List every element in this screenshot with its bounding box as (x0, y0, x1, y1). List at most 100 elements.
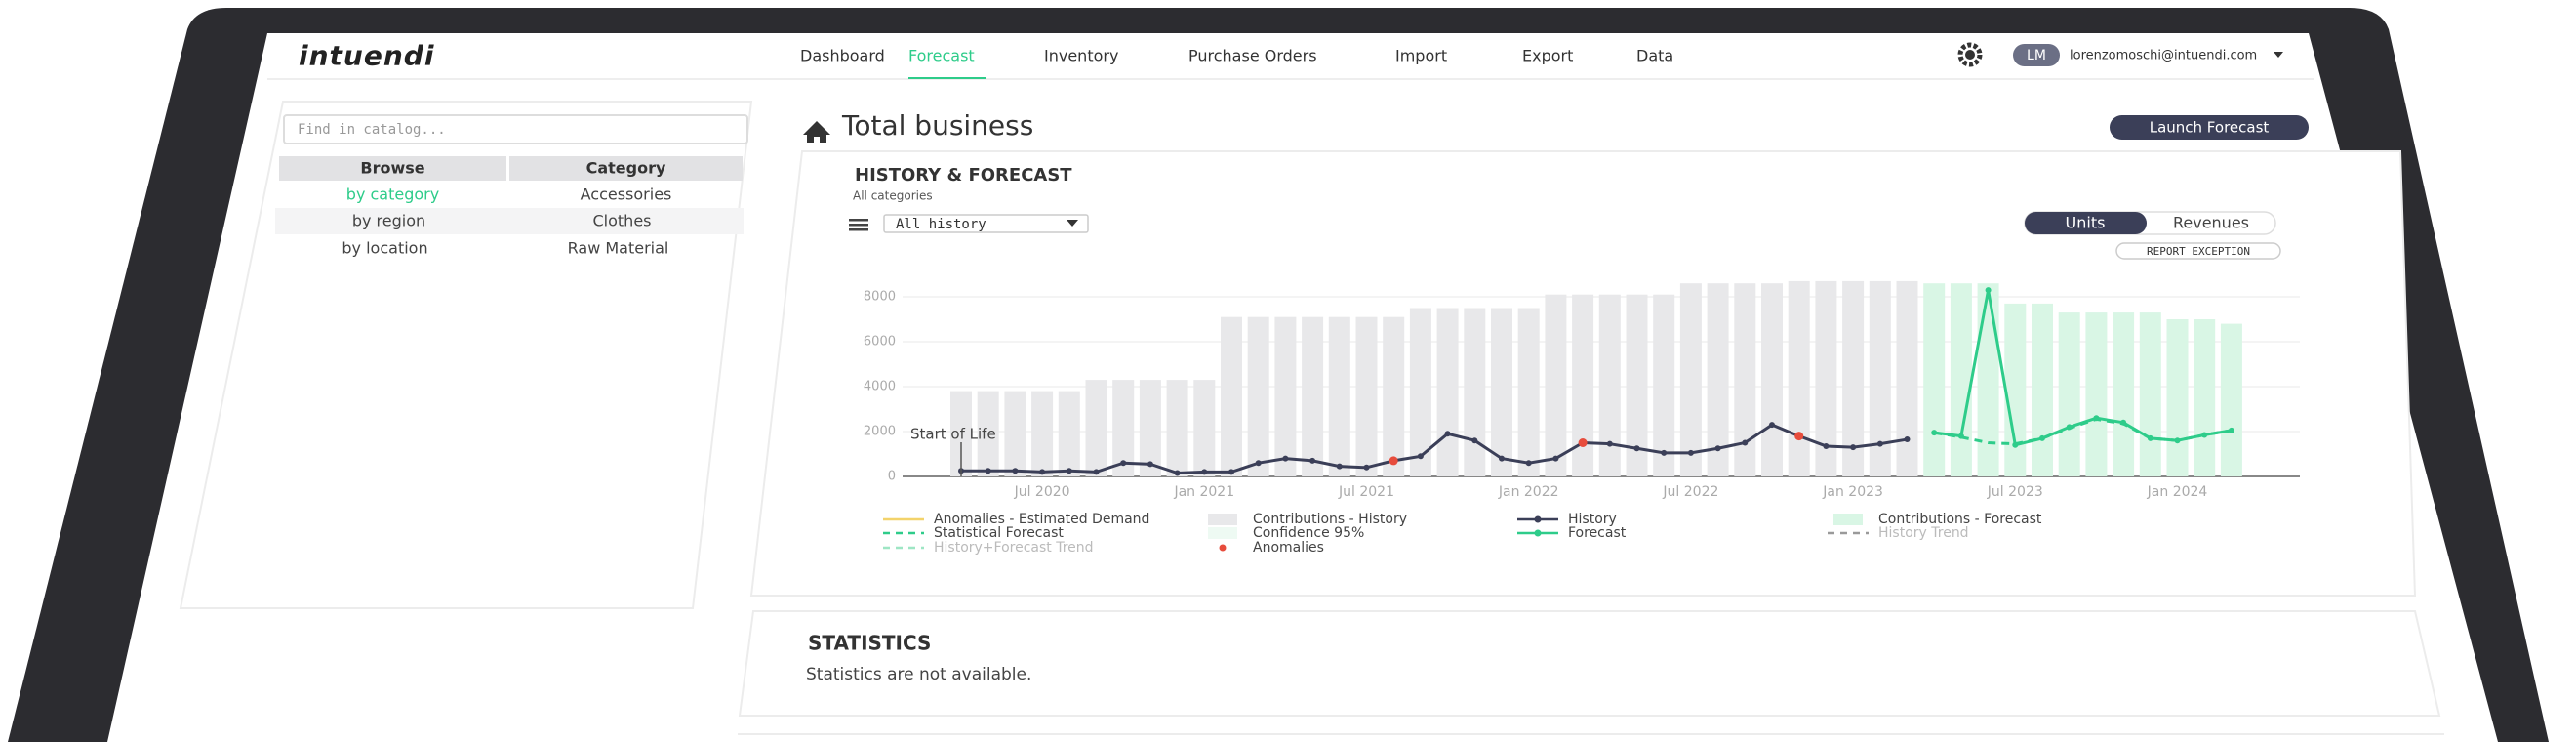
sidebar-cell[interactable]: by category (345, 185, 440, 204)
bar (1328, 316, 1350, 476)
point (1687, 449, 1694, 456)
nav-item[interactable]: Forecast (908, 46, 975, 65)
point (1417, 453, 1424, 460)
point (1606, 440, 1613, 447)
point (2039, 434, 2045, 441)
report-button[interactable] (2115, 242, 2281, 260)
point (1174, 470, 1181, 476)
y-tick-label: 0 (888, 470, 896, 484)
bar (1221, 316, 1242, 476)
statistics-card (738, 610, 2441, 717)
legend-symbol (1219, 544, 1227, 552)
column-header[interactable]: Browse (360, 158, 425, 178)
bar (1707, 283, 1729, 476)
search-placeholder[interactable]: Find in catalog... (298, 122, 446, 138)
launch-label[interactable]: Launch Forecast (2150, 119, 2270, 137)
point (1228, 469, 1234, 475)
dropdown[interactable] (883, 214, 1089, 233)
sidebar-cell[interactable]: Accessories (580, 185, 672, 204)
legend-label: History Trend (1878, 525, 1969, 541)
nav-item[interactable]: Import (1395, 46, 1448, 65)
list-icon (849, 219, 868, 231)
sidebar-cell[interactable]: by region (351, 211, 426, 230)
user-email[interactable]: lorenzomoschi@intuendi.com (2070, 48, 2258, 63)
legend-symbol (1833, 514, 1863, 525)
bar (1788, 280, 1810, 476)
point (1661, 449, 1668, 456)
point (1336, 463, 1343, 470)
point (1363, 464, 1370, 471)
y-tick-label: 4000 (864, 380, 896, 394)
bar (1679, 283, 1702, 476)
nav-item[interactable]: Export (1522, 46, 1574, 65)
header-cell (279, 156, 506, 181)
bar (2166, 319, 2189, 476)
nav-item[interactable]: Purchase Orders (1188, 46, 1317, 65)
legend-dot (1534, 515, 1542, 523)
column-header[interactable]: Category (585, 158, 666, 178)
search-box (283, 114, 748, 144)
toggle-option[interactable]: Revenues (2173, 214, 2249, 232)
sidebar-cell[interactable]: by location (342, 238, 428, 258)
dropdown-value[interactable]: All history (896, 217, 986, 232)
bar (1302, 316, 1324, 476)
bar (977, 391, 999, 476)
x-tick-label: Jul 2021 (1338, 484, 1394, 500)
gear-icon[interactable] (1957, 42, 1983, 67)
bar (1923, 283, 1946, 476)
bar (1653, 294, 1675, 476)
anomaly (1578, 438, 1588, 447)
line (1934, 289, 2233, 447)
toggle-active (2025, 212, 2147, 234)
nav-item[interactable]: Inventory (1044, 46, 1119, 65)
sidebar-cell[interactable]: Clothes (592, 211, 652, 230)
row-stripe (275, 208, 744, 234)
bar (1842, 280, 1865, 476)
point (1633, 445, 1640, 452)
point (2228, 427, 2234, 433)
statistics-message: Statistics are not available. (806, 665, 1031, 684)
avatar[interactable] (2013, 44, 2060, 66)
bar (2220, 323, 2242, 476)
bar (1896, 280, 1918, 476)
point (2147, 434, 2153, 441)
point (1120, 460, 1127, 467)
bar (1950, 283, 1972, 476)
point (2093, 415, 2100, 422)
point (1039, 469, 1046, 475)
bar (950, 391, 972, 476)
page-title: Total business (841, 109, 1033, 142)
point (2201, 432, 2208, 438)
point (1876, 440, 1883, 447)
nav-item[interactable]: Data (1636, 46, 1674, 65)
point (1499, 455, 1505, 462)
legend-label: Statistical Forecast (934, 525, 1064, 541)
gear-core (1965, 50, 1975, 60)
x-tick-label: Jan 2023 (1822, 484, 1883, 500)
legend-label: Contributions - History (1253, 512, 1407, 527)
logo[interactable]: intuendi (299, 39, 435, 72)
sidebar-cell[interactable]: Raw Material (567, 238, 669, 258)
bar (1058, 391, 1080, 476)
anomaly (1389, 456, 1398, 466)
report-label[interactable]: REPORT EXCEPTION (2147, 245, 2250, 258)
x-tick-label: Jul 2020 (1014, 484, 1070, 500)
launch-button[interactable] (2110, 115, 2309, 140)
point (1769, 422, 1775, 429)
bar (1491, 308, 1512, 476)
bar (2032, 303, 2053, 476)
legend-dot (1534, 529, 1542, 537)
point (1931, 430, 1938, 436)
legend-label: Forecast (1568, 525, 1627, 541)
bar (2113, 312, 2135, 476)
legend-symbol (1208, 514, 1237, 525)
bar (1112, 380, 1135, 476)
bar (1545, 294, 1567, 476)
point (2012, 441, 2019, 448)
nav-item[interactable]: Dashboard (800, 46, 885, 65)
point (1471, 437, 1478, 444)
toggle-option[interactable]: Units (2066, 214, 2106, 232)
legend-label: Anomalies - Estimated Demand (934, 512, 1149, 527)
card-title: HISTORY & FORECAST (855, 165, 1072, 186)
